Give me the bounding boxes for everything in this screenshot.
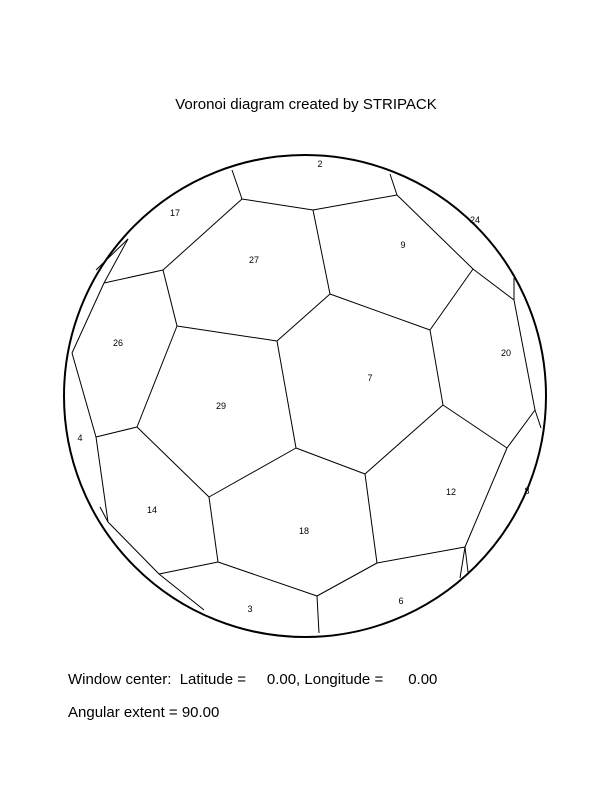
voronoi-edge [329,293,431,331]
voronoi-edge [376,546,466,564]
voronoi-edge [312,209,331,295]
voronoi-edge [158,561,219,575]
voronoi-edge [429,329,444,406]
voronoi-edge [208,496,219,563]
cell-label-12: 12 [446,487,456,497]
voronoi-edge [295,447,366,475]
voronoi-edge [513,299,536,411]
sphere-boundary [63,154,547,638]
voronoi-edge [276,340,297,449]
cell-label-9: 9 [400,240,405,250]
cell-label-2: 2 [317,159,322,169]
voronoi-edge [107,521,160,575]
voronoi-edge [396,194,474,270]
voronoi-edge [429,268,474,331]
cell-label-20: 20 [501,348,511,358]
voronoi-edge [389,173,398,196]
voronoi-edge [217,561,318,597]
window-center-readout: Window center: Latitude = 0.00, Longitud… [68,671,437,688]
voronoi-edge [534,409,542,429]
cell-label-29: 29 [216,401,226,411]
voronoi-edge [506,409,536,449]
voronoi-edge [241,198,314,211]
voronoi-edge [136,426,210,498]
cell-label-24: 24 [470,215,480,225]
diagram-title: Voronoi diagram created by STRIPACK [175,96,437,113]
voronoi-edge [162,269,178,327]
voronoi-edge [442,404,508,449]
voronoi-edge [136,325,178,428]
voronoi-edge [316,562,378,597]
cell-labels: 2 17 24 27 9 26 20 7 29 4 12 8 14 18 3 6 [77,159,529,614]
cell-label-8: 8 [524,486,529,496]
cell-label-27: 27 [249,255,259,265]
voronoi-edge [472,268,515,301]
cell-label-17: 17 [170,208,180,218]
voronoi-edge [103,269,164,284]
voronoi-edges [71,169,542,634]
voronoi-edge [103,238,129,284]
voronoi-edge [464,447,508,548]
cell-label-14: 14 [147,505,157,515]
voronoi-edge [312,194,398,211]
voronoi-edge [316,595,320,634]
voronoi-edge [208,447,297,498]
cell-label-4: 4 [77,433,82,443]
voronoi-edge [364,404,444,475]
cell-label-26: 26 [113,338,123,348]
voronoi-edge [276,293,331,342]
voronoi-edge [176,325,278,342]
voronoi-edge [459,546,466,579]
voronoi-edge [71,282,105,354]
cell-label-6: 6 [398,596,403,606]
cell-label-3: 3 [247,604,252,614]
voronoi-edge [95,436,109,523]
voronoi-edge [95,426,138,438]
voronoi-edge [162,198,243,271]
voronoi-edge [464,546,469,573]
voronoi-edge [99,506,109,523]
voronoi-edge [231,169,243,200]
cell-label-7: 7 [367,373,372,383]
voronoi-edge [95,238,129,271]
voronoi-edge [158,573,205,611]
cell-label-18: 18 [299,526,309,536]
angular-extent-readout: Angular extent = 90.00 [68,704,219,721]
voronoi-edge [364,473,378,564]
voronoi-edge [71,352,97,438]
